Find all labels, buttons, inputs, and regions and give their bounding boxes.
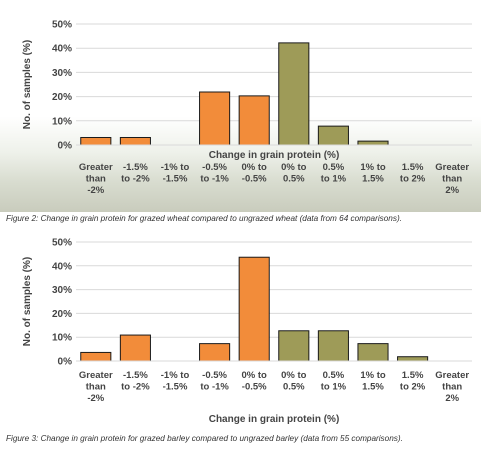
figure-3-caption: Figure 3: Change in grain protein for gr…: [6, 434, 403, 443]
y-tick-label: 20%: [52, 92, 72, 103]
bar: [397, 356, 429, 362]
x-tick-label: Greater than -2%: [79, 162, 113, 196]
barley-chart-panel: 0% 10% 20% 30% 40% 50% Greater than -2% -1.5% to -…: [0, 232, 481, 428]
bar: [80, 136, 112, 146]
x-tick-label: -0.5% to -1%: [200, 370, 229, 393]
barley-protein-chart: 0% 10% 20% 30% 40% 50% Greater than -2% -1.5% to -…: [22, 238, 472, 425]
x-tick-label: Greater than 2%: [435, 370, 469, 404]
y-tick-label: 20%: [52, 309, 72, 320]
x-tick-label: Greater than 2%: [435, 162, 469, 196]
y-axis-title: No. of samples (%): [22, 257, 33, 346]
bar: [278, 42, 310, 146]
bar: [238, 256, 270, 362]
bar: [238, 95, 270, 146]
x-tick-label: -1.5% to -2%: [121, 162, 150, 185]
x-tick-label: 0% to 0.5%: [281, 370, 307, 393]
x-axis-title: Change in grain protein (%): [209, 150, 340, 161]
x-tick-label: 0.5% to 1%: [321, 162, 347, 185]
x-tick-label: -1% to -1.5%: [161, 370, 190, 393]
bar: [119, 136, 151, 146]
x-tick-label: 0% to -0.5%: [242, 162, 268, 185]
bar: [317, 125, 349, 146]
wheat-protein-chart: 0% 10% 20% 30% 40% 50% Greater than -2% -1.5% to -…: [22, 20, 472, 196]
y-tick-label: 10%: [52, 333, 72, 344]
bar: [199, 343, 231, 362]
bar: [119, 334, 151, 362]
bar: [357, 343, 389, 362]
y-tick-label: 50%: [52, 238, 72, 249]
bar: [80, 351, 112, 362]
x-tick-label: -0.5% to -1%: [200, 162, 229, 185]
y-tick-label: 0%: [58, 141, 73, 152]
y-tick-label: 30%: [52, 68, 72, 79]
x-tick-label: -1% to -1.5%: [161, 162, 190, 185]
figure-2-caption: Figure 2: Change in grain protein for gr…: [6, 214, 402, 223]
y-tick-label: 10%: [52, 116, 72, 127]
y-tick-label: 50%: [52, 20, 72, 31]
x-tick-label: 1.5% to 2%: [400, 162, 426, 185]
bar: [317, 330, 349, 362]
bar: [357, 140, 389, 146]
y-tick-label: 40%: [52, 261, 72, 272]
x-tick-label: 0.5% to 1%: [321, 370, 347, 393]
y-axis-title: No. of samples (%): [22, 40, 33, 129]
wheat-chart-panel: 0% 10% 20% 30% 40% 50% Greater than -2% -1.5% to -…: [0, 0, 481, 212]
x-tick-label: -1.5% to -2%: [121, 370, 150, 393]
y-tick-label: 0%: [58, 357, 73, 368]
y-tick-label: 30%: [52, 285, 72, 296]
bar: [278, 330, 310, 362]
x-tick-label: 1% to 1.5%: [360, 162, 386, 185]
x-tick-label: Greater than -2%: [79, 370, 113, 404]
x-tick-label: 1% to 1.5%: [360, 370, 386, 393]
bar: [199, 91, 231, 146]
x-tick-label: 0% to -0.5%: [242, 370, 268, 393]
y-tick-label: 40%: [52, 44, 72, 55]
x-axis-title: Change in grain protein (%): [209, 414, 340, 425]
x-tick-label: 1.5% to 2%: [400, 370, 426, 393]
x-tick-label: 0% to 0.5%: [281, 162, 307, 185]
